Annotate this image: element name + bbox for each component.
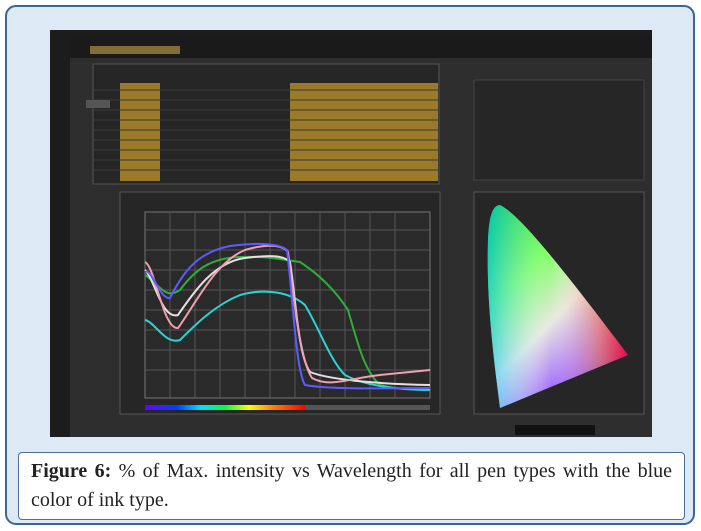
- caption-text: % of Max. intensity vs Wavelength for al…: [31, 460, 672, 511]
- photo: [50, 30, 652, 437]
- page: Figure 6: % of Max. intensity vs Wavelen…: [0, 0, 701, 531]
- figure-label: Figure 6:: [31, 460, 111, 482]
- figure-caption: Figure 6: % of Max. intensity vs Wavelen…: [18, 452, 685, 520]
